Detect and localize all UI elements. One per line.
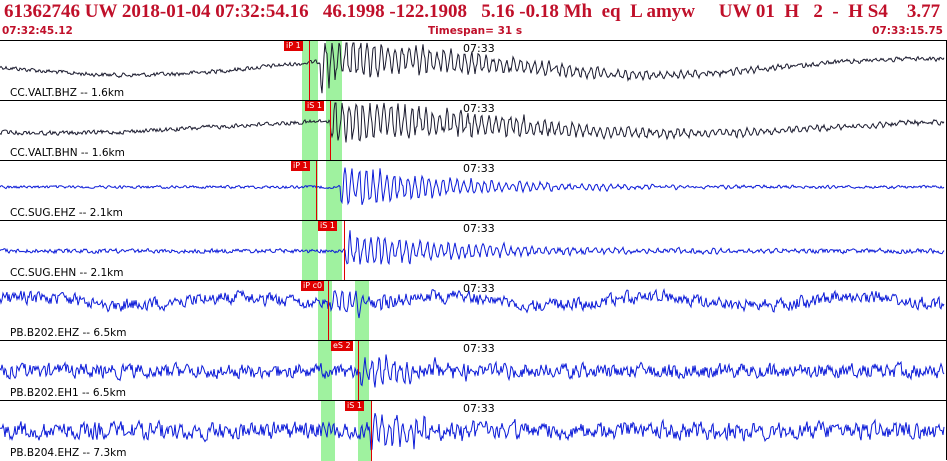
time-tick-label: 07:33	[463, 282, 495, 295]
phase-pick-label[interactable]: iP c0	[301, 281, 325, 291]
trace-panel-valt-bhn[interactable]: iS 1 07:33 CC.VALT.BHN -- 1.6km	[0, 100, 947, 161]
waveform-trace	[0, 230, 945, 266]
time-tick-label: 07:33	[463, 42, 495, 55]
waveform-trace	[0, 167, 945, 206]
channel-label: CC.SUG.EHN -- 2.1km	[10, 267, 124, 279]
channel-label: CC.SUG.EHZ -- 2.1km	[10, 207, 123, 219]
channel-label: PB.B202.EHZ -- 6.5km	[10, 327, 127, 339]
s-window-band	[326, 161, 342, 221]
pick-marker-line	[328, 281, 329, 341]
start-time: 07:32:45.12	[2, 25, 73, 37]
time-tick-label: 07:33	[463, 102, 495, 115]
time-tick-label: 07:33	[463, 342, 495, 355]
phase-pick-label[interactable]: iS 1	[318, 221, 337, 231]
trace-panel-b204-ehz[interactable]: iS 1 07:33 PB.B204.EHZ -- 7.3km	[0, 400, 947, 461]
pick-marker-line	[330, 101, 331, 161]
trace-panel-sug-ehn[interactable]: iS 1 07:33 CC.SUG.EHN -- 2.1km	[0, 220, 947, 281]
channel-label: CC.VALT.BHZ -- 1.6km	[10, 87, 125, 99]
pick-marker-line	[371, 401, 372, 461]
p-window-band	[302, 101, 318, 161]
waveform-trace	[0, 354, 945, 388]
phase-pick-label[interactable]: eS 2	[331, 341, 353, 351]
time-tick-label: 07:33	[463, 162, 495, 175]
seismogram-panels: iP 1 07:33 CC.VALT.BHZ -- 1.6km iS 1 07:…	[0, 40, 947, 461]
p-window-band	[318, 341, 332, 401]
pick-marker-line	[316, 161, 317, 221]
trace-panel-b202-eh1[interactable]: eS 2 07:33 PB.B202.EH1 -- 6.5km	[0, 340, 947, 401]
time-tick-label: 07:33	[463, 402, 495, 415]
phase-pick-label[interactable]: iS 1	[305, 101, 324, 111]
pick-marker-line	[358, 341, 359, 401]
p-window-band	[302, 41, 318, 101]
waveform-trace	[0, 42, 945, 94]
event-header: 61362746 UW 2018-01-04 07:32:54.16 46.19…	[0, 0, 947, 37]
waveform-trace	[0, 413, 945, 451]
channel-label: CC.VALT.BHN -- 1.6km	[10, 147, 125, 159]
s-window-band	[326, 221, 342, 281]
pick-marker-line	[309, 41, 310, 101]
phase-pick-label[interactable]: iS 1	[345, 401, 364, 411]
event-title: 61362746 UW 2018-01-04 07:32:54.16 46.19…	[4, 1, 947, 22]
waveform-trace	[0, 288, 945, 319]
phase-pick-label[interactable]: iP 1	[291, 161, 310, 171]
trace-panel-b202-ehz[interactable]: iP c0 07:33 PB.B202.EHZ -- 6.5km	[0, 280, 947, 341]
pick-marker-line	[344, 221, 345, 281]
phase-pick-label[interactable]: iP 1	[284, 41, 303, 51]
timespan: Timespan= 31 s	[428, 25, 523, 37]
end-time: 07:33:15.75	[872, 25, 943, 37]
channel-label: PB.B204.EHZ -- 7.3km	[10, 447, 127, 459]
s-window-band	[355, 281, 369, 341]
time-tick-label: 07:33	[463, 222, 495, 235]
trace-panel-sug-ehz[interactable]: iP 1 07:33 CC.SUG.EHZ -- 2.1km	[0, 160, 947, 221]
channel-label: PB.B202.EH1 -- 6.5km	[10, 387, 126, 399]
p-window-band	[302, 161, 318, 221]
waveform-trace	[0, 102, 945, 143]
trace-panel-valt-bhz[interactable]: iP 1 07:33 CC.VALT.BHZ -- 1.6km	[0, 40, 947, 101]
